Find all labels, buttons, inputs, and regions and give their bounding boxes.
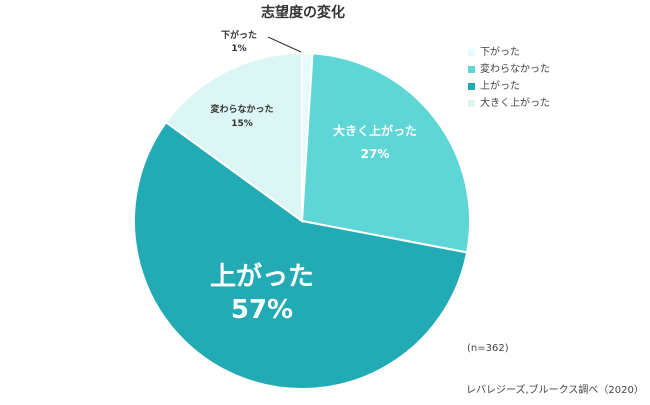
legend-label: 変わらなかった xyxy=(480,64,550,75)
source-note: レバレジーズ,ブルークス調べ（2020） xyxy=(466,385,644,396)
slice-value-label: 1% xyxy=(231,44,246,54)
legend: 下がった変わらなかった 上がった大きく上がった xyxy=(468,44,550,112)
slice-label: 上がった xyxy=(210,261,314,292)
slice-label: 大きく上がった xyxy=(333,123,417,138)
pie-slice xyxy=(164,51,303,223)
pie-slice xyxy=(300,52,471,254)
slice-value-label: 27% xyxy=(361,147,390,161)
sample-size-note: (n=362) xyxy=(467,343,509,354)
legend-label: 下がった xyxy=(480,47,520,58)
legend-label: 大きく上がった xyxy=(480,98,550,109)
legend-item: 上がった xyxy=(468,78,550,95)
slice-value-label: 57% xyxy=(231,295,293,325)
pie-slices xyxy=(133,51,471,390)
legend-swatch xyxy=(468,83,475,90)
legend-item: 下がった xyxy=(468,44,550,61)
slice-value-label: 15% xyxy=(231,119,253,129)
pie-slice xyxy=(133,120,469,390)
slice-label: 変わらなかった xyxy=(210,103,273,115)
chart-title: 志望度の変化 xyxy=(261,4,345,21)
leader-line xyxy=(267,36,302,53)
legend-swatch xyxy=(468,49,475,56)
legend-label: 上がった xyxy=(480,81,520,92)
slice-label: 下がった xyxy=(221,29,257,41)
legend-swatch xyxy=(468,100,475,107)
legend-item: 変わらなかった xyxy=(468,61,550,78)
legend-item: 大きく上がった xyxy=(468,95,550,112)
legend-swatch xyxy=(468,66,475,73)
